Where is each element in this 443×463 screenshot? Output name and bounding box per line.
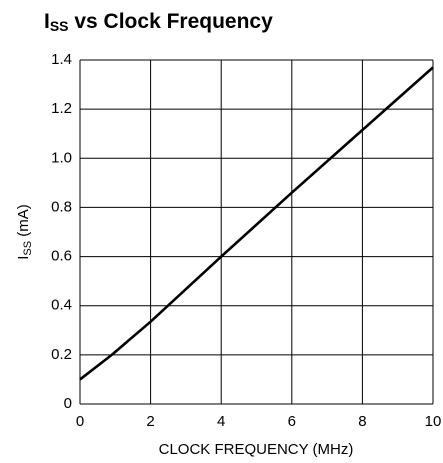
ylabel-subscript: SS (22, 241, 34, 256)
title-part: I (44, 10, 50, 33)
data-line (79, 66, 434, 381)
y-tick-label: 0.2 (51, 346, 72, 363)
title-part: vs Clock Frequency (69, 10, 274, 33)
y-axis-label: ISS (mA) (15, 204, 34, 260)
y-tick-label: 0.6 (51, 248, 72, 265)
x-tick-label: 10 (425, 413, 442, 430)
y-tick-label: 1.0 (51, 149, 72, 166)
y-tick-label: 0.4 (51, 297, 72, 314)
title-subscript: SS (50, 18, 69, 34)
y-tick-label: 1.2 (51, 100, 72, 117)
x-tick-label: 0 (76, 413, 84, 430)
x-tick-label: 8 (358, 413, 366, 430)
chart-title: ISS vs Clock Frequency (44, 10, 273, 34)
x-tick-label: 6 (288, 413, 296, 430)
y-tick-label: 0.8 (51, 198, 72, 215)
y-tick-label: 0 (64, 395, 72, 412)
y-tick-label: 1.4 (51, 51, 72, 68)
x-tick-label: 2 (146, 413, 154, 430)
ylabel-part: (mA) (15, 204, 32, 241)
x-axis-label: CLOCK FREQUENCY (MHz) (159, 441, 354, 458)
x-tick-label: 4 (217, 413, 225, 430)
ylabel-part: I (15, 256, 32, 260)
